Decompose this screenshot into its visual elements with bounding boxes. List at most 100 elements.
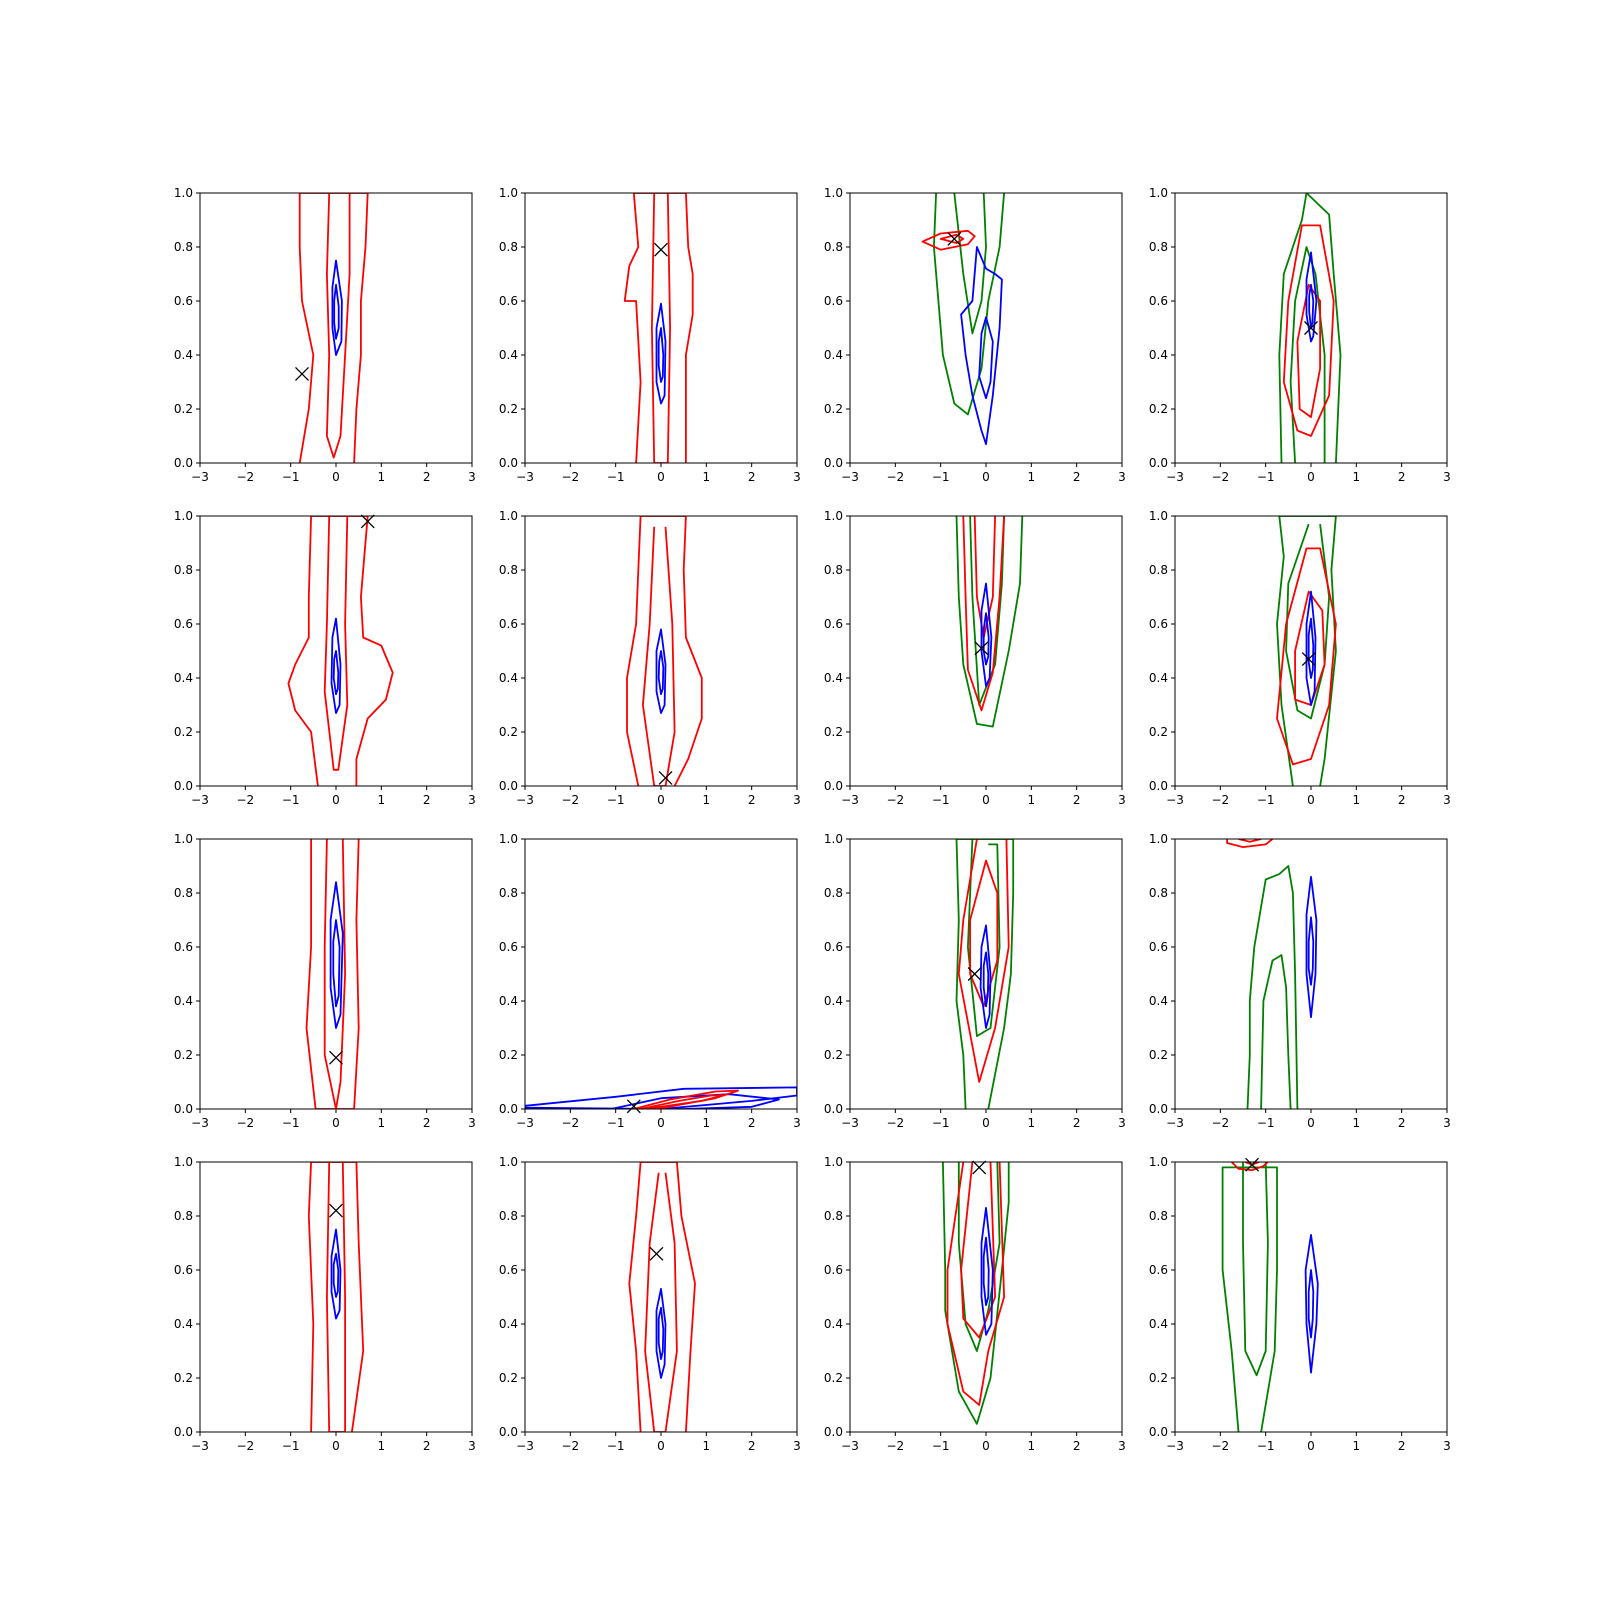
x-tick-label: −3 bbox=[1166, 1439, 1184, 1453]
y-tick-label: 0.2 bbox=[1149, 725, 1168, 739]
x-tick-label: −3 bbox=[191, 470, 209, 484]
y-tick-label: 0.2 bbox=[1149, 1048, 1168, 1062]
blue-contour-line bbox=[332, 650, 340, 696]
x-tick-label: −1 bbox=[932, 1439, 950, 1453]
red-contour-line bbox=[1231, 1162, 1269, 1171]
x-tick-label: −3 bbox=[191, 1116, 209, 1130]
subplot-10: −3 −2 −1 0 1 2 3 0.0 0.2 0.4 0.6 0.8 1.0 bbox=[499, 832, 801, 1130]
subplot-13: −3 −2 −1 0 1 2 3 0.0 0.2 0.4 0.6 0.8 1.0 bbox=[174, 1155, 476, 1453]
y-tick-label: 0.8 bbox=[499, 240, 518, 254]
x-tick-label: −1 bbox=[1257, 1439, 1275, 1453]
green-contour-line bbox=[942, 1162, 1010, 1425]
x-marker bbox=[295, 366, 309, 381]
y-tick-label: 0.2 bbox=[824, 1371, 843, 1385]
blue-contour-line bbox=[657, 327, 665, 383]
y-tick-label: 0.8 bbox=[499, 563, 518, 577]
contour-group bbox=[628, 1162, 696, 1432]
red-contour-line bbox=[287, 516, 394, 786]
red-contour-line bbox=[305, 839, 360, 1109]
blue-contour-line bbox=[525, 1086, 797, 1109]
y-tick-label: 0.2 bbox=[824, 725, 843, 739]
x-tick-label: −2 bbox=[236, 1439, 254, 1453]
blue-contour-line bbox=[982, 612, 990, 666]
y-tick-label: 0.4 bbox=[824, 671, 843, 685]
y-tick-label: 0.6 bbox=[1149, 940, 1168, 954]
y-tick-label: 0.4 bbox=[1149, 994, 1168, 1008]
x-marker bbox=[360, 514, 375, 529]
x-tick-label: 1 bbox=[378, 1116, 386, 1130]
y-tick-label: 1.0 bbox=[824, 1155, 843, 1169]
x-tick-label: 3 bbox=[1443, 1116, 1451, 1130]
blue-contour-line bbox=[655, 628, 667, 714]
subplot-14: −3 −2 −1 0 1 2 3 0.0 0.2 0.4 0.6 0.8 1.0 bbox=[499, 1155, 801, 1453]
y-tick-label: 0.8 bbox=[174, 240, 193, 254]
y-tick-label: 0.2 bbox=[824, 1048, 843, 1062]
blue-contour-line bbox=[655, 1288, 667, 1379]
y-tick-label: 0.0 bbox=[1149, 456, 1168, 470]
x-tick-label: 0 bbox=[1307, 470, 1315, 484]
x-tick-label: 1 bbox=[378, 470, 386, 484]
x-tick-label: −1 bbox=[932, 1116, 950, 1130]
red-contour-line bbox=[960, 1162, 996, 1339]
y-tick-label: 0.2 bbox=[499, 1048, 518, 1062]
x-marker bbox=[1245, 1157, 1260, 1172]
y-tick-label: 1.0 bbox=[824, 509, 843, 523]
contour-group bbox=[1221, 1162, 1319, 1432]
blue-contour-line bbox=[657, 1306, 665, 1360]
subplot-1: −3 −2 −1 0 1 2 3 0.0 0.2 0.4 0.6 0.8 1.0 bbox=[174, 186, 476, 484]
x-tick-label: −1 bbox=[1257, 470, 1275, 484]
red-contour-line bbox=[1296, 283, 1321, 418]
y-tick-label: 0.0 bbox=[1149, 1102, 1168, 1116]
x-tick-label: 2 bbox=[1398, 793, 1406, 807]
x-tick-label: 1 bbox=[1353, 1439, 1361, 1453]
y-tick-label: 0.8 bbox=[499, 886, 518, 900]
x-tick-label: −3 bbox=[516, 470, 534, 484]
subplot-8: −3 −2 −1 0 1 2 3 0.0 0.2 0.4 0.6 0.8 1.0 bbox=[1149, 509, 1451, 807]
x-tick-label: −3 bbox=[191, 1439, 209, 1453]
x-tick-label: 3 bbox=[793, 793, 801, 807]
x-tick-label: 3 bbox=[468, 1439, 476, 1453]
y-tick-label: 0.6 bbox=[824, 294, 843, 308]
x-tick-label: 3 bbox=[468, 793, 476, 807]
y-tick-label: 1.0 bbox=[824, 186, 843, 200]
y-tick-label: 1.0 bbox=[499, 1155, 518, 1169]
x-tick-label: −3 bbox=[1166, 470, 1184, 484]
x-tick-label: −2 bbox=[1211, 793, 1229, 807]
y-tick-label: 1.0 bbox=[824, 832, 843, 846]
y-tick-label: 0.0 bbox=[499, 1425, 518, 1439]
x-tick-label: −1 bbox=[282, 793, 300, 807]
green-contour-line bbox=[1276, 516, 1337, 786]
subplot-15: −3 −2 −1 0 1 2 3 0.0 0.2 0.4 0.6 0.8 1.0 bbox=[824, 1155, 1126, 1453]
blue-contour-line bbox=[333, 283, 340, 340]
y-tick-label: 0.2 bbox=[499, 725, 518, 739]
x-tick-label: 2 bbox=[423, 1116, 431, 1130]
green-contour-line bbox=[955, 516, 1024, 728]
contour-group bbox=[626, 516, 703, 786]
y-tick-label: 0.6 bbox=[1149, 1263, 1168, 1277]
y-tick-label: 0.6 bbox=[1149, 617, 1168, 631]
y-tick-label: 0.0 bbox=[824, 456, 843, 470]
y-tick-label: 0.0 bbox=[1149, 779, 1168, 793]
x-tick-label: 3 bbox=[1443, 470, 1451, 484]
blue-contour-line bbox=[1305, 590, 1317, 706]
x-tick-label: −1 bbox=[282, 1116, 300, 1130]
x-tick-label: −2 bbox=[886, 793, 904, 807]
y-tick-label: 1.0 bbox=[1149, 832, 1168, 846]
contour-group bbox=[942, 1162, 1010, 1425]
x-tick-label: 3 bbox=[468, 1116, 476, 1130]
y-tick-label: 0.6 bbox=[174, 940, 193, 954]
x-marker bbox=[1304, 321, 1318, 335]
y-tick-label: 0.4 bbox=[824, 1317, 843, 1331]
y-tick-label: 0.0 bbox=[499, 1102, 518, 1116]
x-tick-label: 1 bbox=[1028, 470, 1036, 484]
blue-contour-line bbox=[610, 1093, 780, 1109]
subplot-9: −3 −2 −1 0 1 2 3 0.0 0.2 0.4 0.6 0.8 1.0 bbox=[174, 832, 476, 1130]
axes-frame bbox=[1174, 1161, 1448, 1433]
green-contour-line bbox=[1242, 1162, 1269, 1377]
green-contour-line bbox=[1289, 246, 1326, 463]
subplot-4: −3 −2 −1 0 1 2 3 0.0 0.2 0.4 0.6 0.8 1.0 bbox=[1149, 186, 1451, 484]
x-tick-label: −1 bbox=[1257, 1116, 1275, 1130]
subplot-3: −3 −2 −1 0 1 2 3 0.0 0.2 0.4 0.6 0.8 1.0 bbox=[824, 186, 1126, 484]
y-tick-label: 0.2 bbox=[174, 1371, 193, 1385]
contour-group bbox=[287, 516, 394, 786]
